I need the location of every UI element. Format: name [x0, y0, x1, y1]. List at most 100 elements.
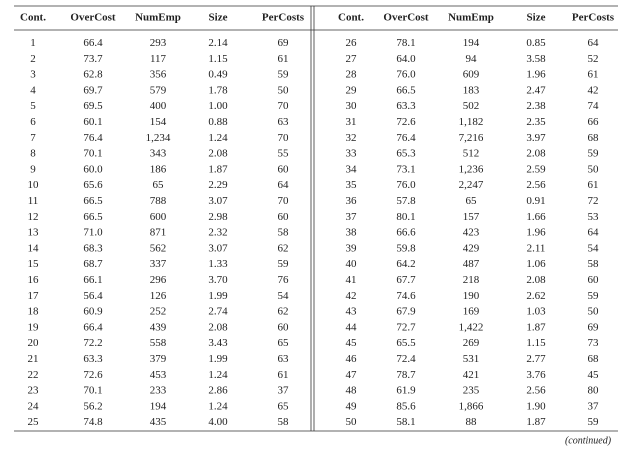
- cell: 64: [588, 227, 600, 239]
- cell: 1.24: [208, 132, 228, 144]
- cell: 0.85: [526, 37, 546, 49]
- cell: 17: [28, 290, 40, 302]
- cell: 28: [346, 69, 358, 81]
- cell: 3: [30, 69, 36, 81]
- cell: 70: [278, 195, 290, 207]
- cell: 12: [28, 211, 39, 223]
- cell: 3.76: [526, 369, 546, 381]
- cell: 1.33: [208, 258, 228, 270]
- cell: 14: [28, 242, 40, 254]
- cell: 30: [346, 100, 358, 112]
- cell: 35: [346, 179, 358, 191]
- cell: 69.5: [83, 100, 103, 112]
- cell: 1.99: [208, 353, 228, 365]
- cell: 157: [463, 211, 480, 223]
- cell: 4.00: [208, 416, 228, 428]
- cell: 1.87: [526, 416, 546, 428]
- cell: 1.87: [208, 163, 228, 175]
- cell: 68: [588, 353, 600, 365]
- cell: 49: [346, 400, 358, 412]
- cell: 64.2: [396, 258, 415, 270]
- cell: 600: [150, 211, 167, 223]
- cell: 293: [150, 37, 167, 49]
- cell: 65.5: [396, 337, 416, 349]
- cell: 1.66: [526, 211, 546, 223]
- cell: 64: [588, 37, 600, 49]
- cell: 1,236: [459, 163, 484, 175]
- cell: 2.59: [526, 163, 546, 175]
- continued-note: (continued): [565, 435, 612, 446]
- cell: 400: [150, 100, 167, 112]
- cell: 2.08: [208, 148, 228, 160]
- cell: 2.08: [526, 148, 546, 160]
- cell: 579: [150, 84, 167, 96]
- cell: 2.32: [208, 227, 227, 239]
- cell: 65.6: [83, 179, 103, 191]
- cell: 63.3: [396, 100, 416, 112]
- cell: 2.74: [208, 306, 228, 318]
- cell: 33: [346, 148, 358, 160]
- cell: 2: [30, 53, 36, 65]
- cell: 62: [278, 306, 289, 318]
- cell: 73: [588, 337, 600, 349]
- cell: 2.56: [526, 179, 546, 191]
- cell: 356: [150, 69, 167, 81]
- cell: 1.15: [526, 337, 546, 349]
- cell: 871: [150, 227, 167, 239]
- cell: 68.7: [83, 258, 103, 270]
- column-header: OverCost: [383, 12, 429, 24]
- column-header: Cont.: [20, 12, 46, 24]
- cell: 72.7: [396, 321, 416, 333]
- cell: 78.7: [396, 369, 416, 381]
- cell: 52: [588, 53, 599, 65]
- cell: 531: [463, 353, 480, 365]
- column-header: Cont.: [338, 12, 364, 24]
- cell: 46: [346, 353, 358, 365]
- cell: 194: [150, 400, 167, 412]
- cell: 76.0: [396, 69, 416, 81]
- cell: 1,866: [459, 400, 484, 412]
- cell: 3.43: [208, 337, 228, 349]
- cell: 61.9: [396, 385, 416, 397]
- cell: 70.1: [83, 148, 102, 160]
- cell: 41: [346, 274, 357, 286]
- cell: 0.49: [208, 69, 228, 81]
- cell: 3.70: [208, 274, 228, 286]
- cell: 15: [28, 258, 40, 270]
- cell: 42: [346, 290, 357, 302]
- cell: 218: [463, 274, 480, 286]
- cell: 67.7: [396, 274, 416, 286]
- column-header: Size: [527, 12, 546, 24]
- cell: 76: [278, 274, 290, 286]
- cell: 562: [150, 242, 167, 254]
- cell: 60: [278, 211, 290, 223]
- cell: 44: [346, 321, 358, 333]
- cell: 61: [588, 179, 599, 191]
- cell: 439: [150, 321, 167, 333]
- cell: 66.4: [83, 321, 103, 333]
- cell: 24: [28, 400, 40, 412]
- cell: 2.98: [208, 211, 228, 223]
- cell: 59: [588, 416, 600, 428]
- cell: 5: [30, 100, 36, 112]
- cell: 3.07: [208, 195, 228, 207]
- cell: 16: [28, 274, 40, 286]
- cell: 65: [278, 400, 290, 412]
- cell: 59: [588, 290, 600, 302]
- cell: 50: [278, 84, 290, 96]
- cell: 1.99: [208, 290, 228, 302]
- cell: 56.4: [83, 290, 103, 302]
- cell: 2.77: [526, 353, 546, 365]
- cell: 1.78: [208, 84, 228, 96]
- cell: 47: [346, 369, 358, 381]
- cell: 26: [346, 37, 358, 49]
- cell: 60.0: [83, 163, 103, 175]
- cell: 9: [30, 163, 36, 175]
- cell: 7,216: [459, 132, 484, 144]
- cell: 435: [150, 416, 167, 428]
- cell: 21: [28, 353, 39, 365]
- cell: 1.90: [526, 400, 546, 412]
- cell: 27: [346, 53, 358, 65]
